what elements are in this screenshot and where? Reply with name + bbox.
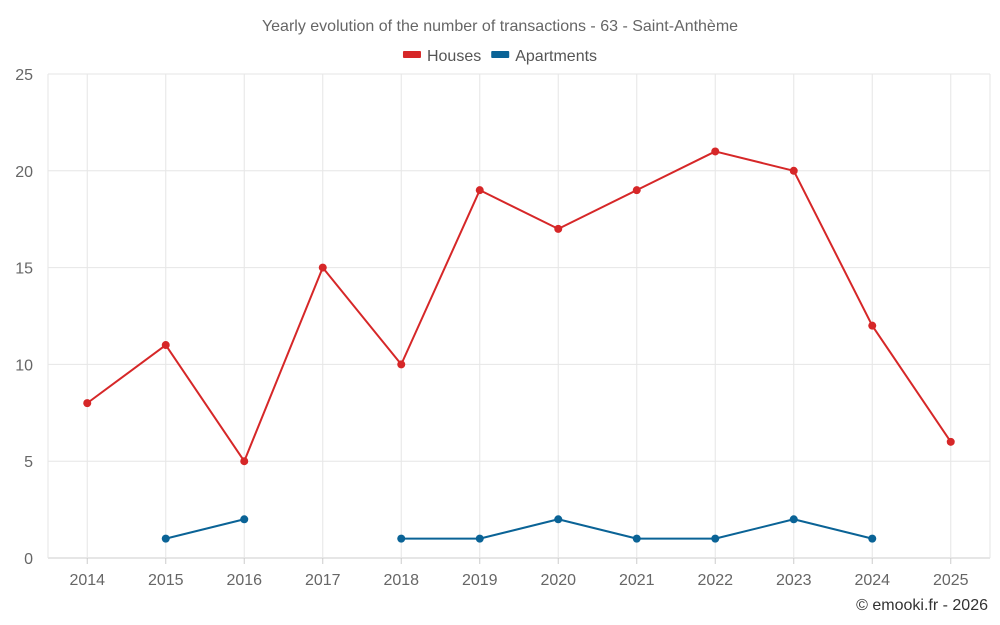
x-tick-label: 2020 <box>540 572 576 589</box>
data-point-houses[interactable] <box>318 263 327 272</box>
legend-swatch <box>402 51 421 58</box>
x-tick-label: 2014 <box>69 572 105 589</box>
legend-item-houses[interactable]: Houses <box>402 48 481 65</box>
y-tick-label: 25 <box>15 67 33 84</box>
x-tick-label: 2024 <box>854 572 890 589</box>
data-point-houses[interactable] <box>397 360 406 369</box>
x-tick-label: 2021 <box>619 572 655 589</box>
data-point-houses[interactable] <box>240 457 249 466</box>
data-point-apartments[interactable] <box>240 515 249 524</box>
data-point-houses[interactable] <box>789 166 798 175</box>
data-point-apartments[interactable] <box>554 515 563 524</box>
y-tick-label: 15 <box>15 261 33 278</box>
x-tick-label: 2019 <box>462 572 498 589</box>
data-point-houses[interactable] <box>632 186 641 195</box>
y-tick-label: 20 <box>15 164 33 181</box>
data-point-houses[interactable] <box>711 147 720 156</box>
series-houses <box>83 147 955 466</box>
data-point-houses[interactable] <box>161 341 170 350</box>
legend-item-apartments[interactable]: Apartments <box>491 48 597 65</box>
data-point-apartments[interactable] <box>161 534 170 543</box>
x-tick-label: 2016 <box>226 572 262 589</box>
x-tick-label: 2023 <box>776 572 812 589</box>
chart-title: Yearly evolution of the number of transa… <box>262 18 738 35</box>
legend-swatch <box>491 51 510 58</box>
y-tick-label: 5 <box>24 454 33 471</box>
data-point-houses[interactable] <box>83 399 92 408</box>
x-tick-label: 2025 <box>933 572 969 589</box>
legend-label: Apartments <box>515 48 597 65</box>
data-point-apartments[interactable] <box>397 534 406 543</box>
x-tick-label: 2018 <box>383 572 419 589</box>
series-line-apartments <box>165 518 245 540</box>
data-point-houses[interactable] <box>475 186 484 195</box>
data-point-houses[interactable] <box>554 224 563 233</box>
series-apartments <box>161 515 877 543</box>
data-point-apartments[interactable] <box>475 534 484 543</box>
data-point-apartments[interactable] <box>632 534 641 543</box>
legend: Houses Apartments <box>402 48 597 65</box>
data-point-apartments[interactable] <box>711 534 720 543</box>
legend-label: Houses <box>427 48 481 65</box>
data-point-apartments[interactable] <box>868 534 877 543</box>
y-tick-label: 0 <box>24 551 33 568</box>
x-tick-label: 2015 <box>148 572 184 589</box>
x-tick-label: 2017 <box>305 572 341 589</box>
series-line-houses <box>86 150 952 463</box>
data-point-apartments[interactable] <box>789 515 798 524</box>
x-tick-label: 2022 <box>697 572 733 589</box>
series-layer <box>83 147 955 543</box>
data-point-houses[interactable] <box>946 437 955 446</box>
grid <box>47 73 991 559</box>
credit-text: © emooki.fr - 2026 <box>856 597 988 614</box>
y-tick-label: 10 <box>15 357 33 374</box>
data-point-houses[interactable] <box>868 321 877 330</box>
